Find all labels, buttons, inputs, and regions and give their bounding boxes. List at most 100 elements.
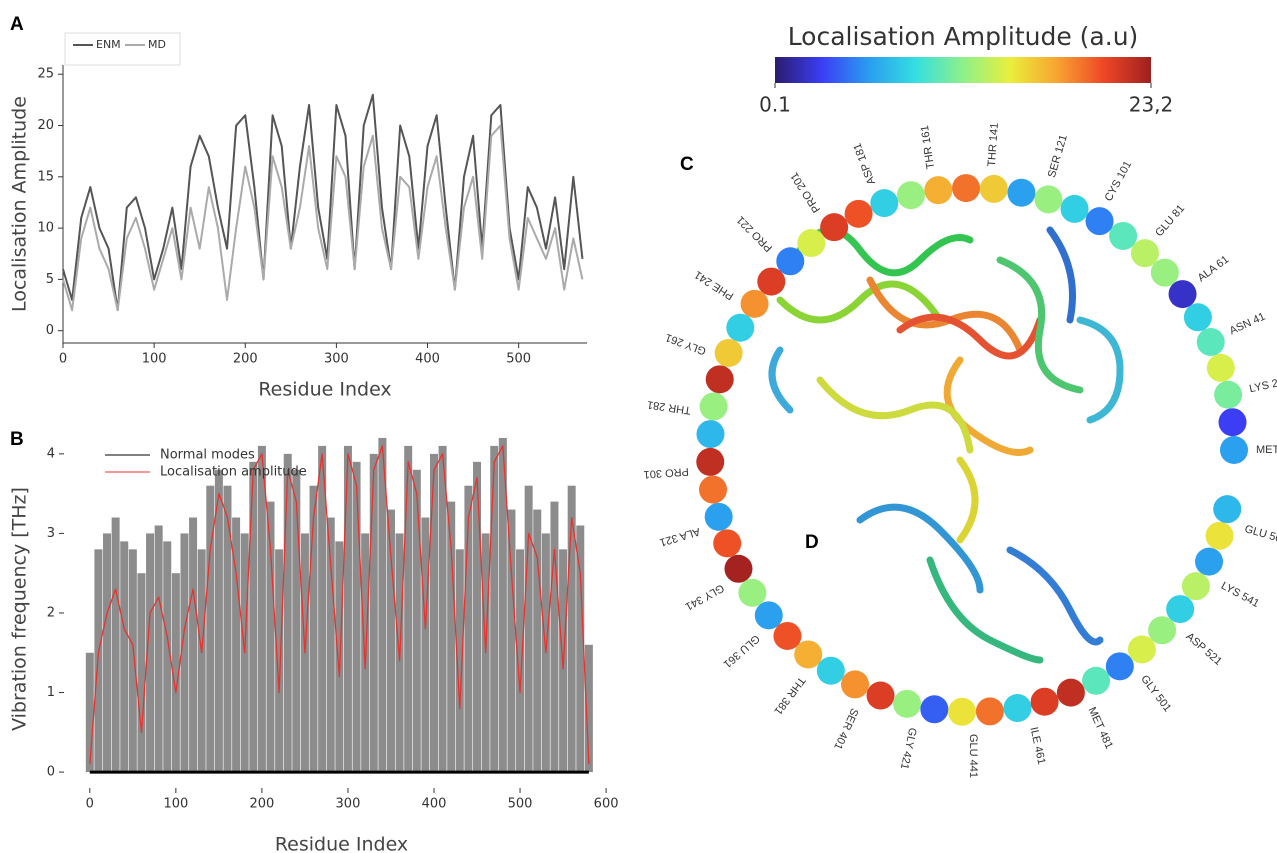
ring-marker (870, 189, 899, 218)
legend-label: Normal modes (160, 448, 255, 463)
residue-label: PRO 221 (735, 213, 776, 253)
residue-label: CYS 101 (1103, 159, 1135, 203)
x-tick-label: 300 (324, 352, 349, 367)
mode-band (490, 445, 499, 773)
ring-marker (1195, 547, 1224, 576)
ring-marker (699, 475, 728, 504)
residue-label: GLY 341 (683, 582, 726, 613)
panel-label: C (680, 154, 694, 175)
mode-band (524, 485, 533, 773)
y-axis-label: Localisation Amplitude (9, 96, 31, 312)
panel-label: B (10, 429, 24, 450)
y-tick-label: 15 (37, 169, 54, 184)
residue-label: THR 141 (986, 122, 1001, 167)
mode-band (146, 533, 155, 773)
y-tick-label: 4 (47, 446, 55, 461)
x-tick-label: 500 (506, 352, 531, 367)
ring-marker (1082, 666, 1111, 695)
ring-marker (1085, 207, 1114, 236)
ring-marker (696, 447, 725, 476)
mode-band (447, 501, 456, 773)
mode-band (533, 509, 542, 773)
ring-marker (714, 338, 743, 367)
x-tick-label: 500 (508, 797, 533, 812)
residue-label: GLY 501 (1138, 673, 1173, 714)
mode-band (335, 541, 344, 773)
residue-label: GLU 441 (967, 734, 979, 778)
residue-label: LYS 541 (1219, 580, 1261, 610)
mode-band (464, 485, 473, 773)
residue-label: SER 401 (831, 706, 860, 751)
ring-marker (1181, 572, 1210, 601)
mode-band (85, 652, 94, 773)
ring-marker (696, 420, 725, 449)
residue-label: GLU 81 (1153, 203, 1187, 240)
x-tick-label: 100 (163, 797, 188, 812)
ring-marker (1168, 280, 1197, 309)
ring-marker (1034, 185, 1063, 214)
y-tick-label: 20 (37, 118, 54, 133)
mode-band (154, 525, 163, 773)
ring-marker (1109, 221, 1138, 250)
residue-label: GLY 421 (898, 726, 919, 770)
residue-label: ASP 181 (852, 141, 878, 186)
y-tick-label: 0 (47, 765, 55, 780)
colorbar-tick-label: 23,2 (1129, 93, 1174, 117)
y-tick-label: 25 (37, 67, 54, 82)
x-tick-label: 300 (336, 797, 361, 812)
ring-marker (1105, 652, 1134, 681)
ring-marker (1060, 194, 1089, 223)
ring-marker (1166, 595, 1195, 624)
ring-marker (1196, 327, 1225, 356)
mode-band (309, 485, 318, 773)
legend-box (64, 32, 181, 66)
mode-band (232, 517, 241, 773)
mode-band (473, 461, 482, 773)
ring-marker (841, 670, 870, 699)
mode-band (318, 445, 327, 773)
residue-label: ILE 461 (1027, 726, 1047, 766)
x-tick-label: 200 (249, 797, 274, 812)
mode-band (266, 501, 275, 773)
y-tick-label: 2 (47, 605, 55, 620)
mode-band (498, 437, 507, 773)
y-tick-label: 1 (47, 685, 55, 700)
mode-band (369, 453, 378, 773)
mode-band (197, 549, 206, 773)
ring-marker (1148, 616, 1177, 645)
ring-marker (754, 601, 783, 630)
panel-label: A (10, 14, 24, 35)
mode-band (206, 485, 215, 773)
mode-band (421, 517, 430, 773)
ring-marker (1220, 436, 1248, 464)
ring-marker (866, 681, 895, 710)
mode-band (249, 461, 258, 773)
mode-band (103, 533, 112, 773)
ring-marker (740, 289, 769, 318)
mode-band (455, 549, 464, 773)
panel-label: D (805, 532, 819, 553)
residue-label: MET 481 (1085, 705, 1114, 750)
mode-band (180, 533, 189, 773)
residue-label: ALA 321 (658, 525, 701, 548)
mode-band (516, 549, 525, 773)
ring-marker (1056, 678, 1085, 707)
x-tick-label: 0 (86, 797, 94, 812)
ring-marker (844, 199, 873, 228)
legend-label: ENM (96, 38, 121, 51)
residue-label: MET (1256, 444, 1277, 456)
ring-marker (1213, 495, 1242, 524)
mode-band (343, 445, 352, 773)
mode-band (189, 517, 198, 773)
ring-marker (1130, 239, 1159, 268)
ring-marker (704, 502, 733, 531)
ring-marker (1150, 258, 1179, 287)
mode-band (128, 549, 137, 773)
mode-band (438, 445, 447, 773)
ring-marker (1206, 353, 1235, 382)
residue-label: THR 381 (771, 674, 807, 716)
x-axis-label: Residue Index (258, 379, 391, 401)
ring-marker (794, 640, 823, 669)
mode-band (275, 549, 284, 773)
